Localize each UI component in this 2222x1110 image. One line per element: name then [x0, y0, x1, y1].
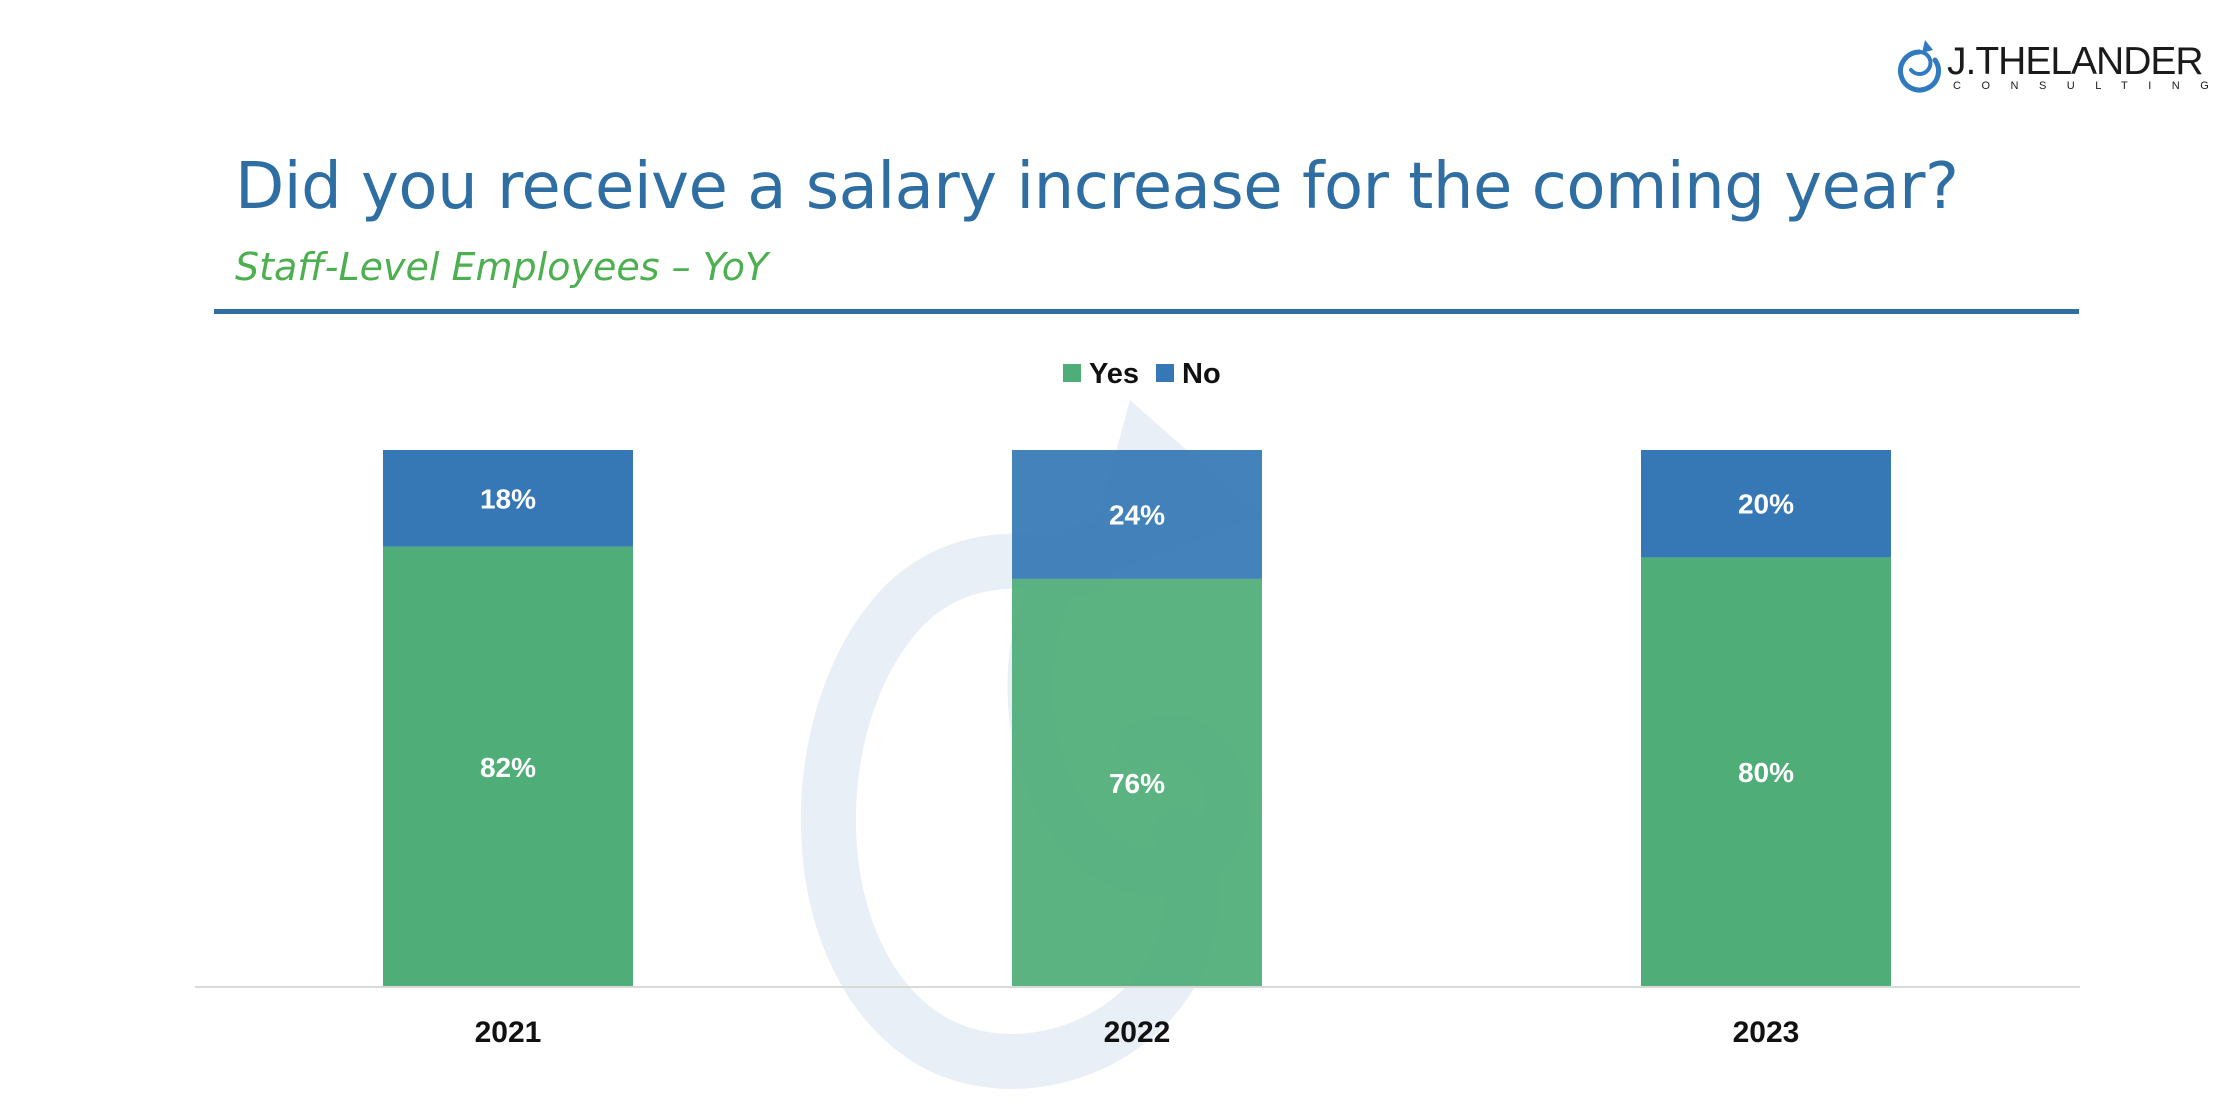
bar-no-2021	[383, 450, 633, 547]
bar-yes-2021	[383, 546, 633, 987]
legend-swatch-yes	[1063, 364, 1081, 382]
x-tick-label-2022: 2022	[1104, 1016, 1171, 1049]
spiral-logo-icon	[1898, 40, 1941, 93]
bar-yes-2023	[1641, 557, 1891, 987]
x-tick-label-2023: 2023	[1733, 1016, 1800, 1049]
legend-swatch-no	[1156, 364, 1174, 382]
page-title: Did you receive a salary increase for th…	[235, 150, 1959, 224]
watermark-spiral-outer	[800, 533, 1219, 1089]
data-label-yes-2022: 76%	[1109, 768, 1165, 799]
page-subtitle: Staff-Level Employees – YoY	[235, 245, 769, 289]
data-label-no-2023: 20%	[1738, 489, 1794, 520]
legend-label-no: No	[1182, 358, 1221, 390]
data-label-no-2021: 18%	[480, 483, 536, 514]
logo-tagline: CONSULTING	[1953, 80, 2222, 92]
legend-label-yes: Yes	[1089, 358, 1139, 390]
x-tick-label-2021: 2021	[475, 1016, 542, 1049]
bar-no-2023	[1641, 450, 1891, 558]
logo-name: J.THELANDER	[1947, 40, 2204, 83]
bar-no-2022	[1012, 450, 1262, 579]
data-label-yes-2023: 80%	[1738, 757, 1794, 788]
bar-yes-2022	[1012, 578, 1262, 987]
data-label-no-2022: 24%	[1109, 499, 1165, 530]
data-label-yes-2021: 82%	[480, 752, 536, 783]
title-divider	[214, 309, 2079, 314]
company-logo: J.THELANDER CONSULTING	[1895, 38, 2209, 98]
